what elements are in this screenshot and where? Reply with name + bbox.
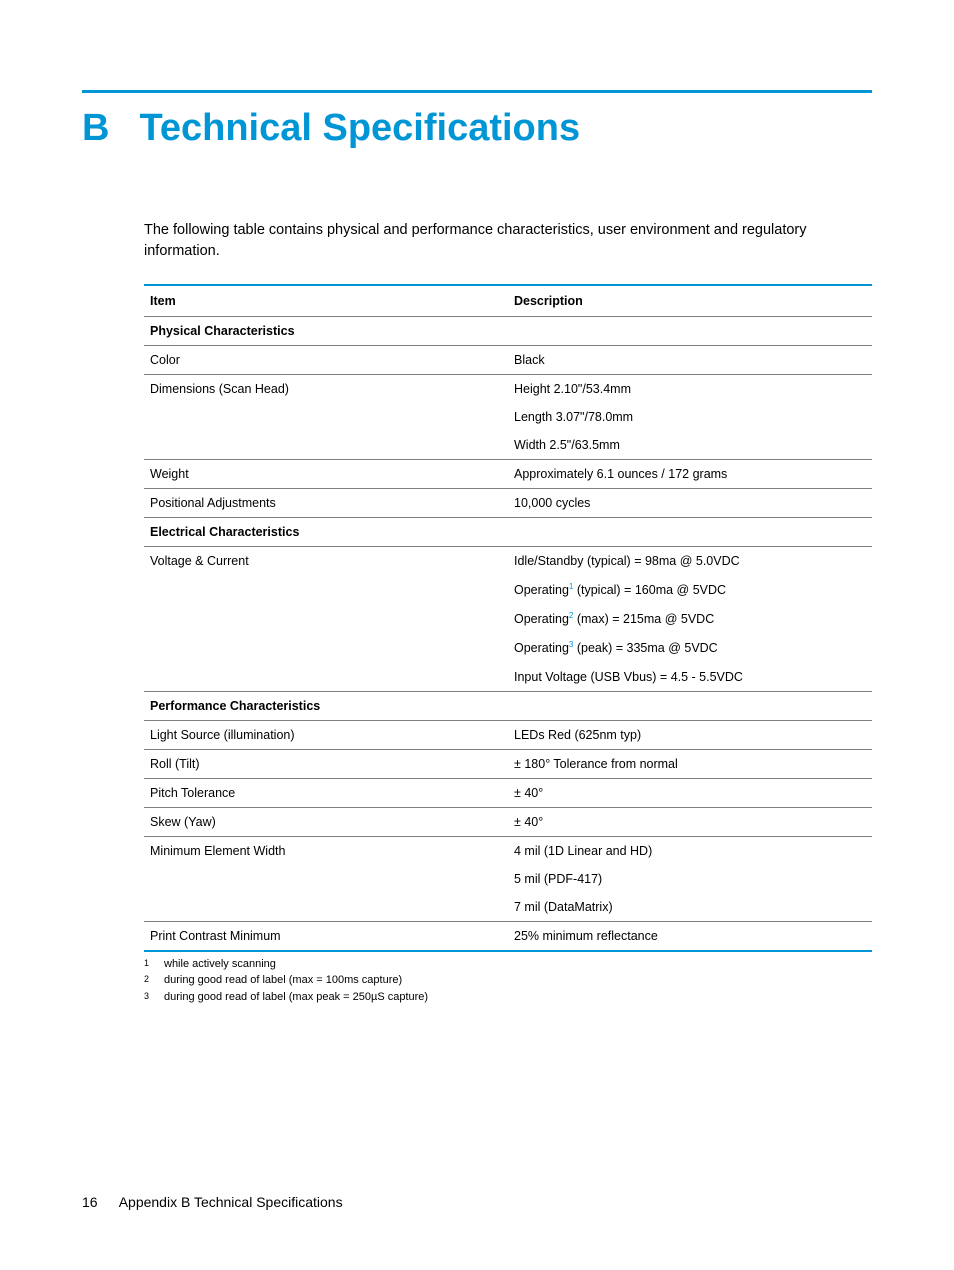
table-row: 5 mil (PDF-417): [144, 865, 872, 893]
table-row: Positional Adjustments10,000 cycles: [144, 489, 872, 518]
footnote-row: 3 during good read of label (max peak = 2…: [144, 989, 872, 1006]
table-row: Roll (Tilt)± 180° Tolerance from normal: [144, 749, 872, 778]
table-cell-item: [144, 604, 508, 633]
table-cell-description: Height 2.10"/53.4mm: [508, 375, 872, 404]
table-cell-description: Black: [508, 346, 872, 375]
table-row: Light Source (illumination)LEDs Red (625…: [144, 720, 872, 749]
table-cell-description: Input Voltage (USB Vbus) = 4.5 - 5.5VDC: [508, 663, 872, 692]
spec-table: Item Description Physical Characteristic…: [144, 284, 872, 951]
footnote-text: during good read of label (max peak = 25…: [164, 989, 428, 1006]
table-cell-item: Light Source (illumination): [144, 720, 508, 749]
table-row: Length 3.07"/78.0mm: [144, 403, 872, 431]
table-cell-description: Idle/Standby (typical) = 98ma @ 5.0VDC: [508, 547, 872, 576]
table-section-row: Physical Characteristics: [144, 317, 872, 346]
table-row: Print Contrast Minimum25% minimum reflec…: [144, 921, 872, 951]
heading-row: B Technical Specifications: [82, 107, 872, 150]
table-header-item: Item: [144, 285, 508, 317]
table-row: Input Voltage (USB Vbus) = 4.5 - 5.5VDC: [144, 663, 872, 692]
table-cell-item: Skew (Yaw): [144, 807, 508, 836]
table-cell-item: [144, 633, 508, 662]
table-cell-item: [144, 893, 508, 922]
table-section-title: Performance Characteristics: [144, 691, 872, 720]
table-row: ColorBlack: [144, 346, 872, 375]
table-cell-item: [144, 575, 508, 604]
table-cell-description: Length 3.07"/78.0mm: [508, 403, 872, 431]
table-row: Dimensions (Scan Head)Height 2.10"/53.4m…: [144, 375, 872, 404]
footnote-number: 2: [144, 972, 154, 989]
heading-title: Technical Specifications: [139, 107, 580, 150]
table-cell-item: Roll (Tilt): [144, 749, 508, 778]
table-section-title: Physical Characteristics: [144, 317, 872, 346]
footnote-row: 2 during good read of label (max = 100ms …: [144, 972, 872, 989]
table-row: Voltage & CurrentIdle/Standby (typical) …: [144, 547, 872, 576]
table-row: Width 2.5"/63.5mm: [144, 431, 872, 460]
table-cell-item: [144, 865, 508, 893]
page-number: 16: [82, 1194, 98, 1210]
table-cell-description: 10,000 cycles: [508, 489, 872, 518]
table-row: Operating1 (typical) = 160ma @ 5VDC: [144, 575, 872, 604]
table-cell-item: Color: [144, 346, 508, 375]
table-cell-item: Dimensions (Scan Head): [144, 375, 508, 404]
table-body: Physical CharacteristicsColorBlackDimens…: [144, 317, 872, 951]
table-cell-description: ± 40°: [508, 778, 872, 807]
table-cell-item: Weight: [144, 460, 508, 489]
table-row: Operating3 (peak) = 335ma @ 5VDC: [144, 633, 872, 662]
table-cell-description: Approximately 6.1 ounces / 172 grams: [508, 460, 872, 489]
table-cell-description: Operating2 (max) = 215ma @ 5VDC: [508, 604, 872, 633]
desc-text-post: (typical) = 160ma @ 5VDC: [573, 583, 726, 597]
table-cell-description: ± 40°: [508, 807, 872, 836]
table-row: Skew (Yaw)± 40°: [144, 807, 872, 836]
table-cell-description: Operating1 (typical) = 160ma @ 5VDC: [508, 575, 872, 604]
table-cell-description: 25% minimum reflectance: [508, 921, 872, 951]
heading-letter: B: [82, 107, 109, 150]
table-cell-item: [144, 431, 508, 460]
page: B Technical Specifications The following…: [0, 0, 954, 1270]
table-cell-item: Print Contrast Minimum: [144, 921, 508, 951]
table-row: Minimum Element Width4 mil (1D Linear an…: [144, 836, 872, 865]
table-cell-item: [144, 663, 508, 692]
table-cell-item: Minimum Element Width: [144, 836, 508, 865]
footnote-text: while actively scanning: [164, 956, 276, 973]
table-cell-description: Operating3 (peak) = 335ma @ 5VDC: [508, 633, 872, 662]
desc-text-post: (max) = 215ma @ 5VDC: [573, 612, 714, 626]
page-footer: 16 Appendix B Technical Specifications: [82, 1194, 343, 1210]
table-section-row: Performance Characteristics: [144, 691, 872, 720]
intro-paragraph: The following table contains physical an…: [144, 220, 872, 262]
table-cell-description: 7 mil (DataMatrix): [508, 893, 872, 922]
page-footer-text: Appendix B Technical Specifications: [119, 1194, 343, 1210]
footnotes: 1 while actively scanning 2 during good rea…: [144, 956, 872, 1006]
table-row: 7 mil (DataMatrix): [144, 893, 872, 922]
desc-text-pre: Operating: [514, 612, 569, 626]
footnote-row: 1 while actively scanning: [144, 956, 872, 973]
footnote-number: 3: [144, 989, 154, 1006]
table-cell-item: Pitch Tolerance: [144, 778, 508, 807]
table-cell-description: 5 mil (PDF-417): [508, 865, 872, 893]
desc-text-post: (peak) = 335ma @ 5VDC: [573, 642, 717, 656]
table-cell-item: Positional Adjustments: [144, 489, 508, 518]
table-header-row: Item Description: [144, 285, 872, 317]
table-cell-description: LEDs Red (625nm typ): [508, 720, 872, 749]
desc-text-pre: Operating: [514, 583, 569, 597]
table-section-row: Electrical Characteristics: [144, 518, 872, 547]
table-header-description: Description: [508, 285, 872, 317]
table-section-title: Electrical Characteristics: [144, 518, 872, 547]
table-cell-item: [144, 403, 508, 431]
table-cell-description: ± 180° Tolerance from normal: [508, 749, 872, 778]
desc-text-pre: Operating: [514, 642, 569, 656]
heading-top-rule: [82, 90, 872, 93]
table-row: Operating2 (max) = 215ma @ 5VDC: [144, 604, 872, 633]
footnote-text: during good read of label (max = 100ms c…: [164, 972, 402, 989]
table-cell-description: 4 mil (1D Linear and HD): [508, 836, 872, 865]
footnote-number: 1: [144, 956, 154, 973]
table-cell-item: Voltage & Current: [144, 547, 508, 576]
table-row: Pitch Tolerance± 40°: [144, 778, 872, 807]
table-cell-description: Width 2.5"/63.5mm: [508, 431, 872, 460]
table-row: WeightApproximately 6.1 ounces / 172 gra…: [144, 460, 872, 489]
